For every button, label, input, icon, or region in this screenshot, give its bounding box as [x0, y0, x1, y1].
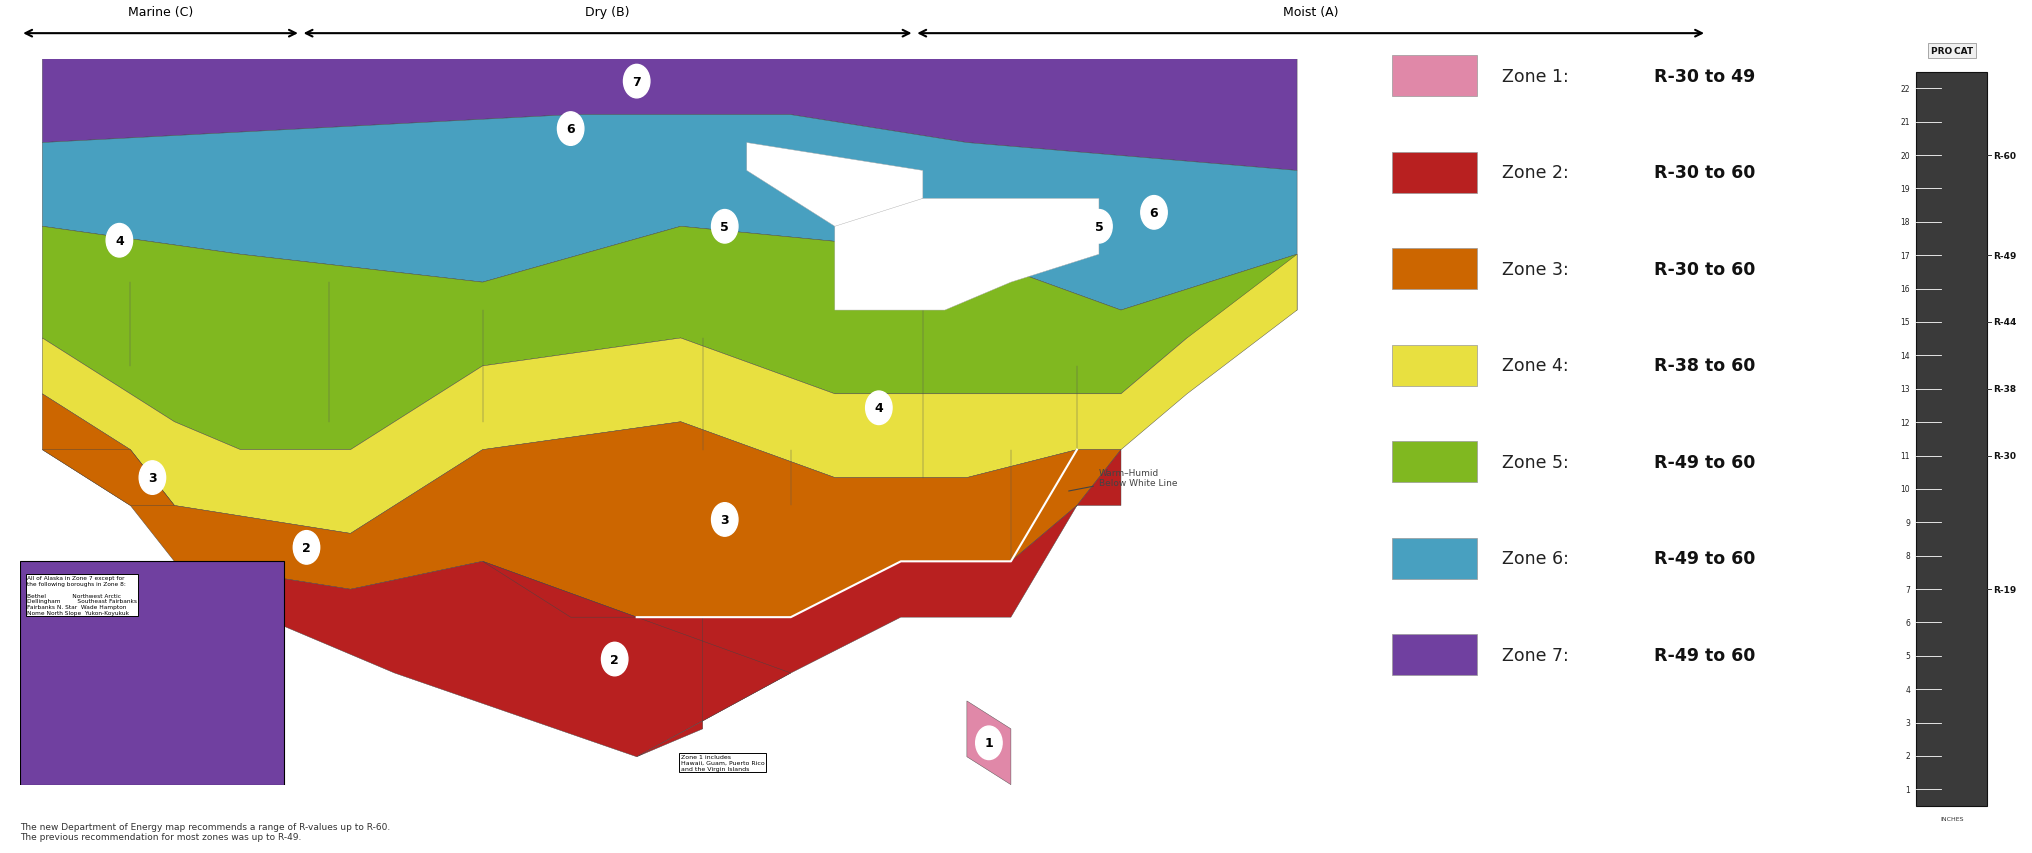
Circle shape	[557, 113, 583, 146]
Polygon shape	[43, 255, 1296, 534]
Circle shape	[140, 461, 167, 495]
Text: 20: 20	[1900, 151, 1910, 160]
Text: 5: 5	[1906, 652, 1910, 660]
Text: 2: 2	[610, 653, 620, 665]
Text: R-60: R-60	[1993, 151, 2016, 160]
Circle shape	[866, 392, 892, 425]
Circle shape	[601, 642, 628, 676]
Text: 6: 6	[1906, 618, 1910, 627]
Text: Zone 1 includes
Hawaii, Guam, Puerto Rico
and the Virgin Islands: Zone 1 includes Hawaii, Guam, Puerto Ric…	[681, 754, 764, 771]
Circle shape	[711, 211, 738, 244]
Text: Zone 7:: Zone 7:	[1502, 646, 1569, 664]
Text: 6: 6	[1150, 206, 1158, 219]
Text: 9: 9	[1906, 518, 1910, 527]
Text: The new Department of Energy map recommends a range of R-values up to R-60.
The : The new Department of Energy map recomme…	[20, 822, 390, 841]
Bar	[1392, 249, 1477, 290]
Text: 14: 14	[1900, 351, 1910, 361]
Bar	[1392, 538, 1477, 579]
Text: 17: 17	[1900, 252, 1910, 260]
Text: Zone 1:: Zone 1:	[1502, 67, 1569, 86]
Polygon shape	[43, 227, 1296, 450]
Polygon shape	[43, 394, 1122, 618]
Circle shape	[975, 726, 1002, 760]
Circle shape	[1085, 211, 1112, 244]
Bar	[1392, 153, 1477, 194]
Text: 1: 1	[986, 736, 994, 750]
Text: 18: 18	[1900, 218, 1910, 227]
Text: R-49 to 60: R-49 to 60	[1654, 549, 1756, 568]
Text: PRO CAT: PRO CAT	[1930, 47, 1973, 55]
Circle shape	[293, 531, 319, 565]
Text: Zone 6:: Zone 6:	[1502, 549, 1569, 568]
Polygon shape	[748, 143, 923, 227]
Text: 7: 7	[632, 76, 640, 89]
Circle shape	[624, 66, 650, 99]
Text: 19: 19	[1900, 185, 1910, 194]
Text: R-30 to 60: R-30 to 60	[1654, 260, 1756, 279]
Text: 15: 15	[1900, 318, 1910, 327]
Polygon shape	[835, 199, 1099, 310]
Text: Warm–Humid
Below White Line: Warm–Humid Below White Line	[1069, 468, 1177, 491]
Text: 12: 12	[1900, 418, 1910, 427]
Text: 10: 10	[1900, 485, 1910, 494]
Text: Zone 5:: Zone 5:	[1502, 453, 1569, 472]
Text: INCHES: INCHES	[1941, 816, 1963, 821]
Text: 3: 3	[148, 472, 156, 485]
Text: Marine (C): Marine (C)	[128, 6, 193, 19]
Text: 21: 21	[1900, 118, 1910, 127]
Text: 5: 5	[721, 221, 729, 234]
Polygon shape	[484, 561, 790, 757]
Text: R-19: R-19	[1993, 585, 2016, 594]
Text: 11: 11	[1900, 451, 1910, 461]
Polygon shape	[967, 701, 1012, 785]
Text: 22: 22	[1900, 84, 1910, 94]
Circle shape	[711, 503, 738, 537]
Text: Moist (A): Moist (A)	[1282, 6, 1339, 19]
Text: 3: 3	[721, 514, 729, 526]
Text: R-49 to 60: R-49 to 60	[1654, 646, 1756, 664]
Text: 4: 4	[874, 402, 884, 415]
Text: 3: 3	[1906, 718, 1910, 728]
Circle shape	[1140, 196, 1166, 229]
Bar	[1392, 635, 1477, 676]
Text: R-49: R-49	[1993, 252, 2018, 260]
Text: 2: 2	[1906, 751, 1910, 761]
Bar	[1392, 345, 1477, 386]
Text: R-30: R-30	[1993, 451, 2016, 461]
Text: R-38 to 60: R-38 to 60	[1654, 357, 1756, 375]
Polygon shape	[175, 450, 1122, 757]
Text: 7: 7	[1906, 585, 1910, 594]
Text: R-30 to 49: R-30 to 49	[1654, 67, 1756, 86]
Text: R-49 to 60: R-49 to 60	[1654, 453, 1756, 472]
Text: R-38: R-38	[1993, 385, 2016, 394]
Polygon shape	[43, 115, 1296, 310]
Polygon shape	[43, 60, 1296, 171]
Text: R-30 to 60: R-30 to 60	[1654, 164, 1756, 183]
Text: 1: 1	[1906, 785, 1910, 794]
Circle shape	[106, 224, 132, 258]
Text: Zone 3:: Zone 3:	[1502, 260, 1569, 279]
Text: 2: 2	[303, 542, 311, 554]
Text: Dry (B): Dry (B)	[585, 6, 630, 19]
Text: 13: 13	[1900, 385, 1910, 394]
Polygon shape	[20, 561, 284, 785]
Text: 5: 5	[1095, 221, 1103, 234]
Bar	[1916, 73, 1987, 806]
Text: 4: 4	[116, 235, 124, 247]
Bar	[1392, 442, 1477, 483]
Text: All of Alaska in Zone 7 except for
the following boroughs in Zone 8:

Bethel    : All of Alaska in Zone 7 except for the f…	[26, 576, 136, 615]
Text: Zone 2:: Zone 2:	[1502, 164, 1569, 183]
Text: Zone 4:: Zone 4:	[1502, 357, 1569, 375]
Text: 16: 16	[1900, 285, 1910, 293]
Bar	[1392, 56, 1477, 97]
Text: 6: 6	[567, 123, 575, 136]
Text: 4: 4	[1906, 685, 1910, 693]
Polygon shape	[43, 450, 175, 506]
Text: R-44: R-44	[1993, 318, 2018, 327]
Text: 8: 8	[1906, 552, 1910, 560]
